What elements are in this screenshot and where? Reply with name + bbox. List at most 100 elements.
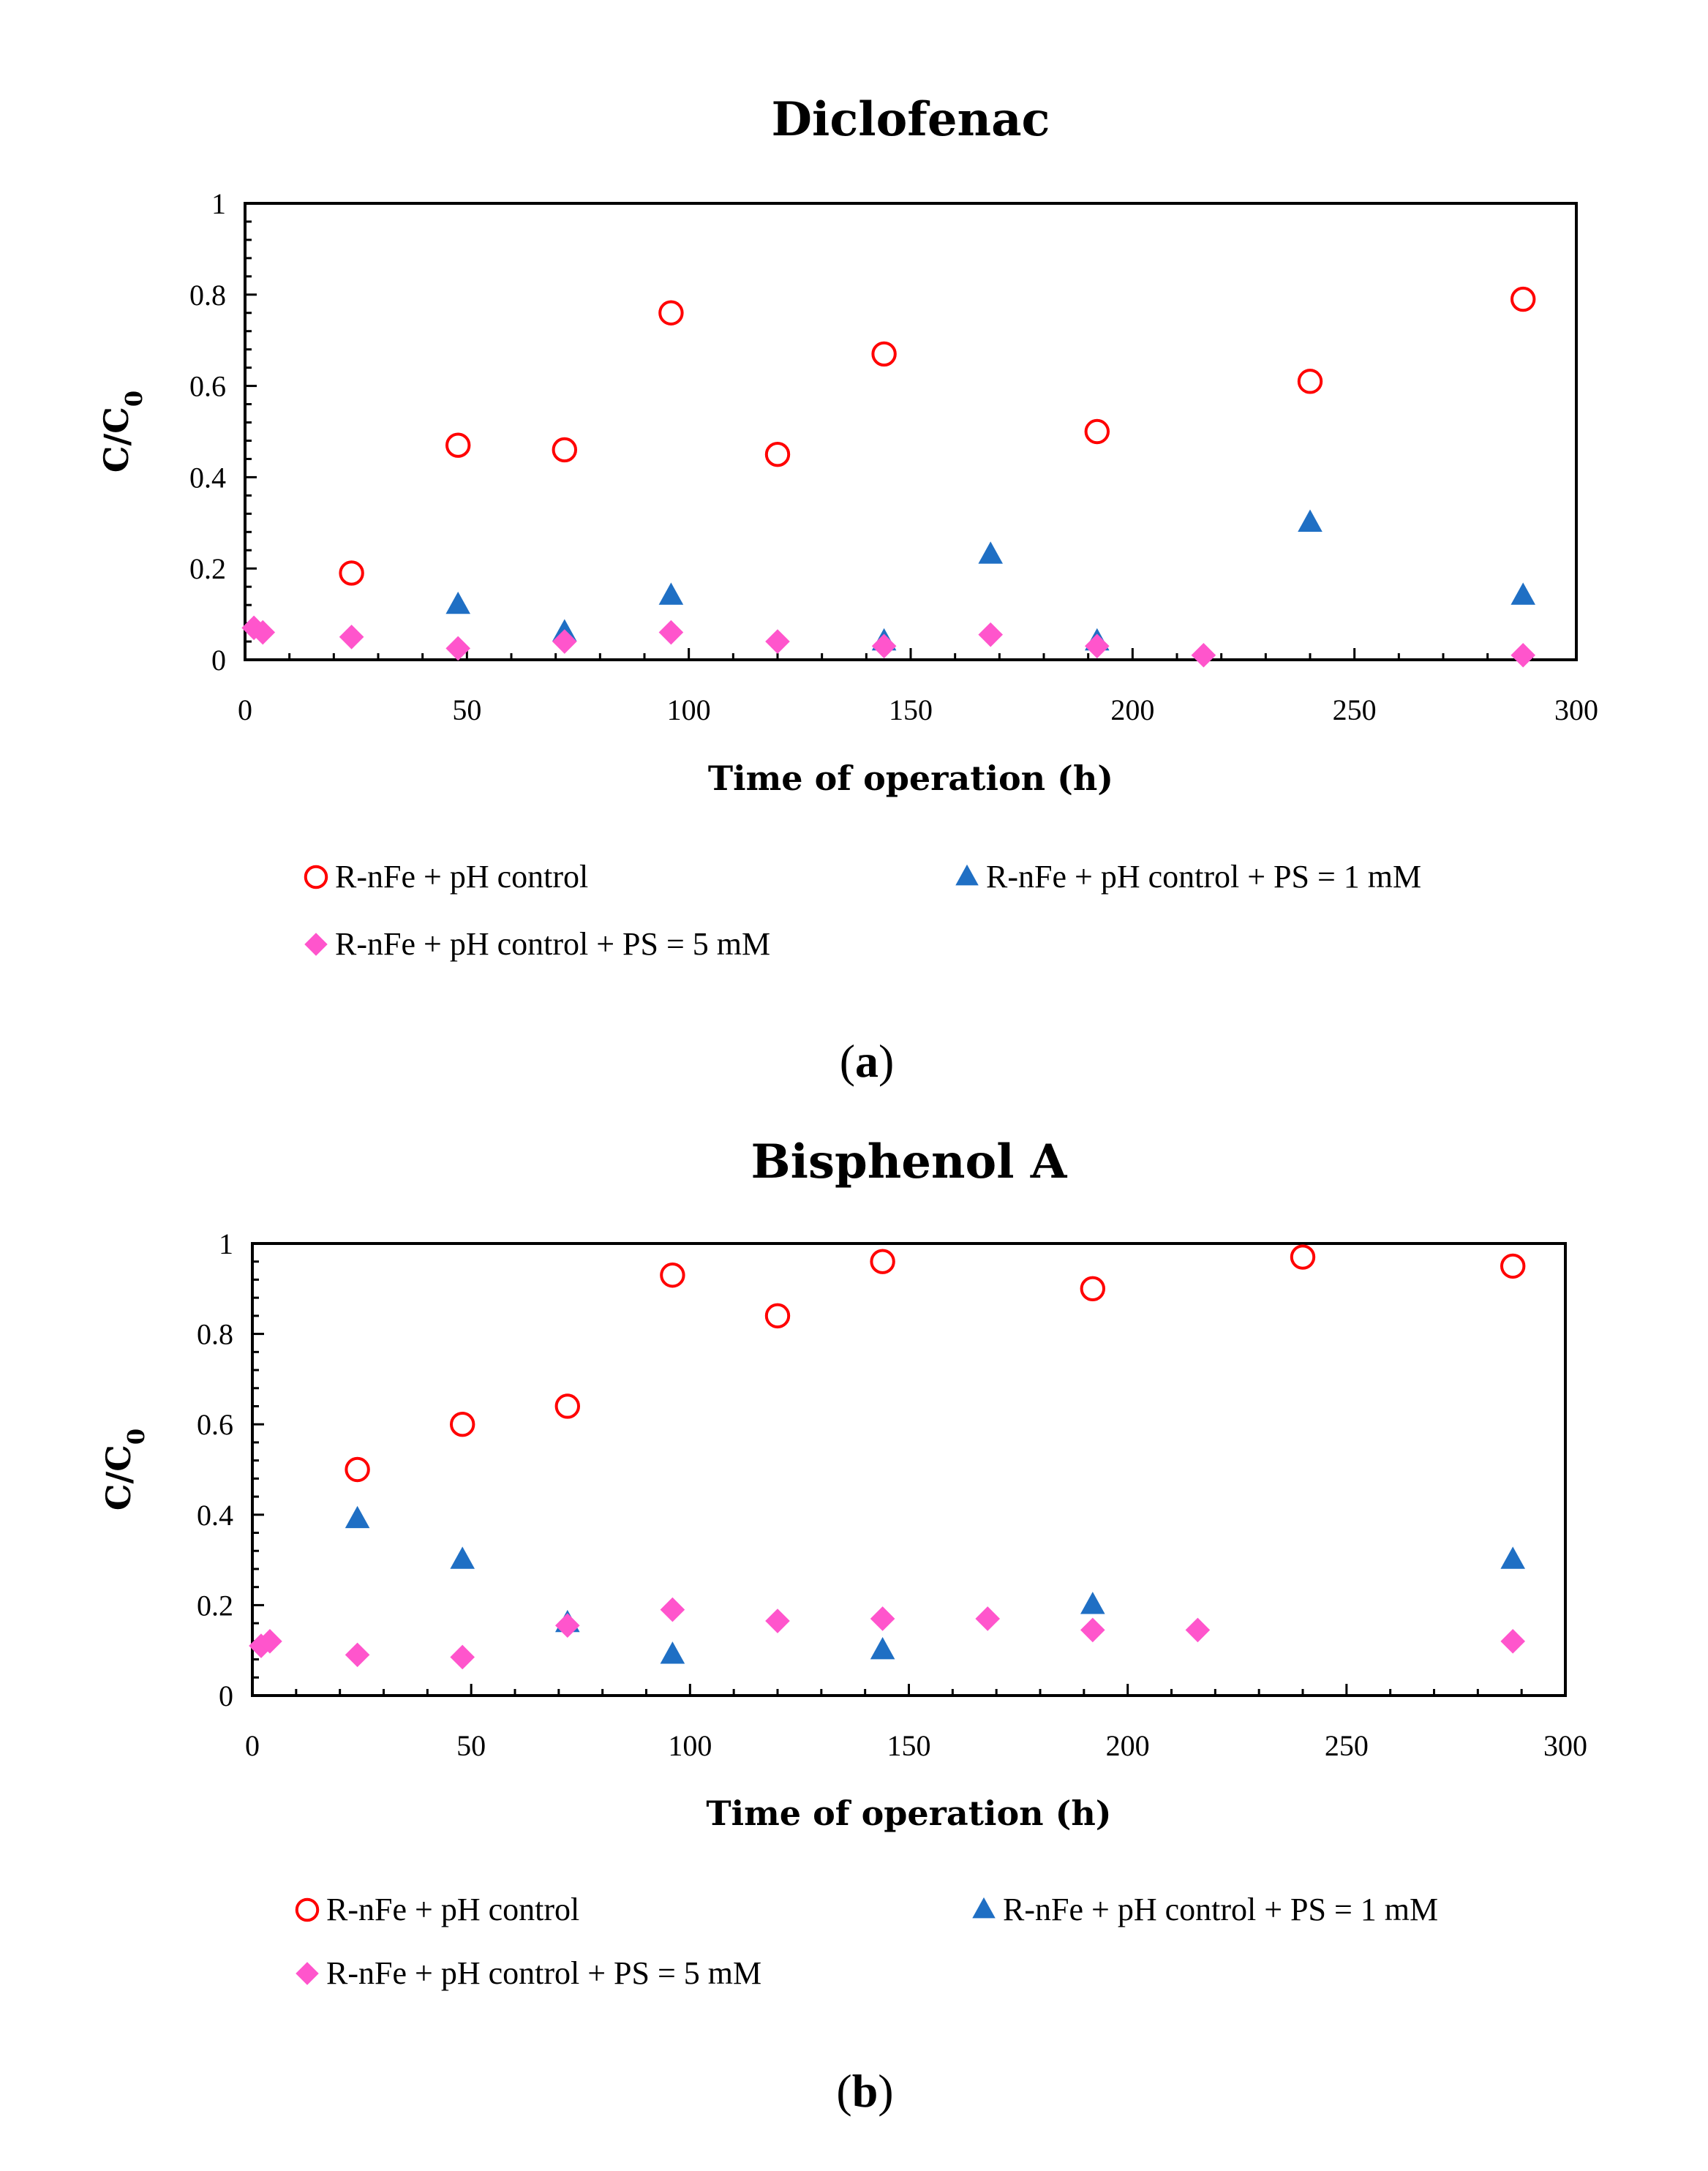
caption-close-paren: ) [879,1035,894,1087]
data-point [450,1412,475,1437]
y-tick-label: 0.8 [197,1318,233,1351]
data-point [975,1606,1000,1631]
x-tick-label: 150 [889,693,933,726]
data-point [1080,1617,1105,1643]
x-tick-label: 50 [456,1729,486,1762]
y-tick-label: 0.6 [197,1408,233,1441]
data-point [765,629,790,654]
data-point [870,1606,895,1631]
data-point [1290,1244,1316,1270]
data-point [250,620,276,645]
y-axis-label: C/C0 [99,1429,150,1510]
data-point [660,1263,685,1288]
legend-marker [972,1897,996,1919]
data-point [1298,509,1323,532]
data-point [660,1597,685,1622]
data-point [339,625,364,650]
x-tick-label: 0 [238,693,252,726]
series-3 [241,615,1535,668]
data-point [978,622,1003,647]
data-point [1511,286,1536,312]
y-tick-label: 0.8 [189,279,226,312]
chart-title: Diclofenac [772,92,1050,147]
caption-open-paren: ( [840,1035,855,1087]
legend: R-nFe + pH control R-nFe + pH control + P… [304,859,1421,962]
y-tick-label: 0.2 [189,552,226,585]
data-point [257,1629,282,1654]
y-tick-label: 0.6 [189,370,226,403]
data-point [764,442,791,467]
y-tick-label: 1 [211,187,226,220]
legend-label: R-nFe + pH control + PS = 1 mM [986,859,1421,895]
legend-marker [304,933,328,956]
y-tick-label: 1 [219,1227,233,1260]
x-tick-label: 150 [887,1729,931,1762]
data-point [345,1456,370,1483]
legend-label: R-nFe + pH control + PS = 5 mM [335,926,770,962]
data-point [658,582,684,605]
plot-frame [251,1242,1567,1697]
legend-label: R-nFe + pH control + PS = 1 mM [1003,1892,1438,1927]
data-point [445,636,470,661]
data-point [871,633,897,659]
y-axis-label-main: C/C [97,407,136,473]
x-tick-label: 250 [1325,1729,1369,1762]
x-axis-label: Time of operation (h) [708,759,1113,798]
data-point [1511,582,1535,605]
x-tick-label: 50 [452,693,481,726]
x-tick-label: 250 [1333,693,1377,726]
legend-label: R-nFe + pH control [326,1892,579,1927]
data-point [764,1303,791,1329]
legend-label: R-nFe + pH control [335,859,588,895]
data-point [871,341,897,367]
data-point [1500,1629,1525,1654]
data-point [345,1642,370,1668]
data-point [445,591,470,614]
data-point [554,1393,580,1419]
figure-caption: (a) [840,1035,895,1087]
series-2 [345,1505,1525,1664]
legend: R-nFe + pH control R-nFe + pH control + P… [295,1892,1438,1991]
data-point [1185,1617,1211,1643]
data-point [552,437,577,463]
y-tick-label: 0 [211,644,226,677]
data-point [1500,1546,1525,1569]
data-point [1500,1253,1526,1279]
data-point [1511,642,1535,668]
data-point [658,620,684,645]
data-point [765,1609,790,1633]
x-tick-label: 0 [245,1729,260,1762]
data-point [450,1546,475,1569]
data-point [660,1641,685,1664]
x-tick-label: 300 [1543,1729,1587,1762]
data-point [339,560,364,586]
legend-label: R-nFe + pH control + PS = 5 mM [326,1955,761,1991]
y-tick-label: 0 [219,1679,233,1712]
legend-marker [295,1897,320,1922]
x-tick-label: 100 [667,693,711,726]
data-point [1080,1592,1105,1614]
series-3 [249,1597,1525,1670]
x-tick-label: 100 [668,1729,712,1762]
caption-letter: b [852,2065,879,2117]
data-point [1085,633,1110,659]
y-axis-label-main: C/C [99,1445,138,1510]
caption-letter: a [855,1035,879,1087]
caption-open-paren: ( [836,2065,851,2117]
x-tick-label: 300 [1554,693,1598,726]
x-axis-label: Time of operation (h) [706,1794,1111,1833]
data-point [552,629,577,654]
legend-marker [304,865,328,889]
chart-diclofenac: Diclofenac 0 0.2 0.4 0.6 0.8 1 0 50 100 150 200 250 3… [97,92,1598,1087]
figure-caption: (b) [836,2065,893,2117]
y-axis-label: C/C0 [97,391,148,473]
legend-marker [955,864,979,886]
y-tick-label: 0.4 [189,461,226,494]
caption-close-paren: ) [878,2065,893,2117]
data-point [450,1644,475,1670]
data-point [345,1505,370,1529]
series-1 [345,1244,1526,1483]
data-point [870,1636,895,1660]
data-point [658,300,684,326]
